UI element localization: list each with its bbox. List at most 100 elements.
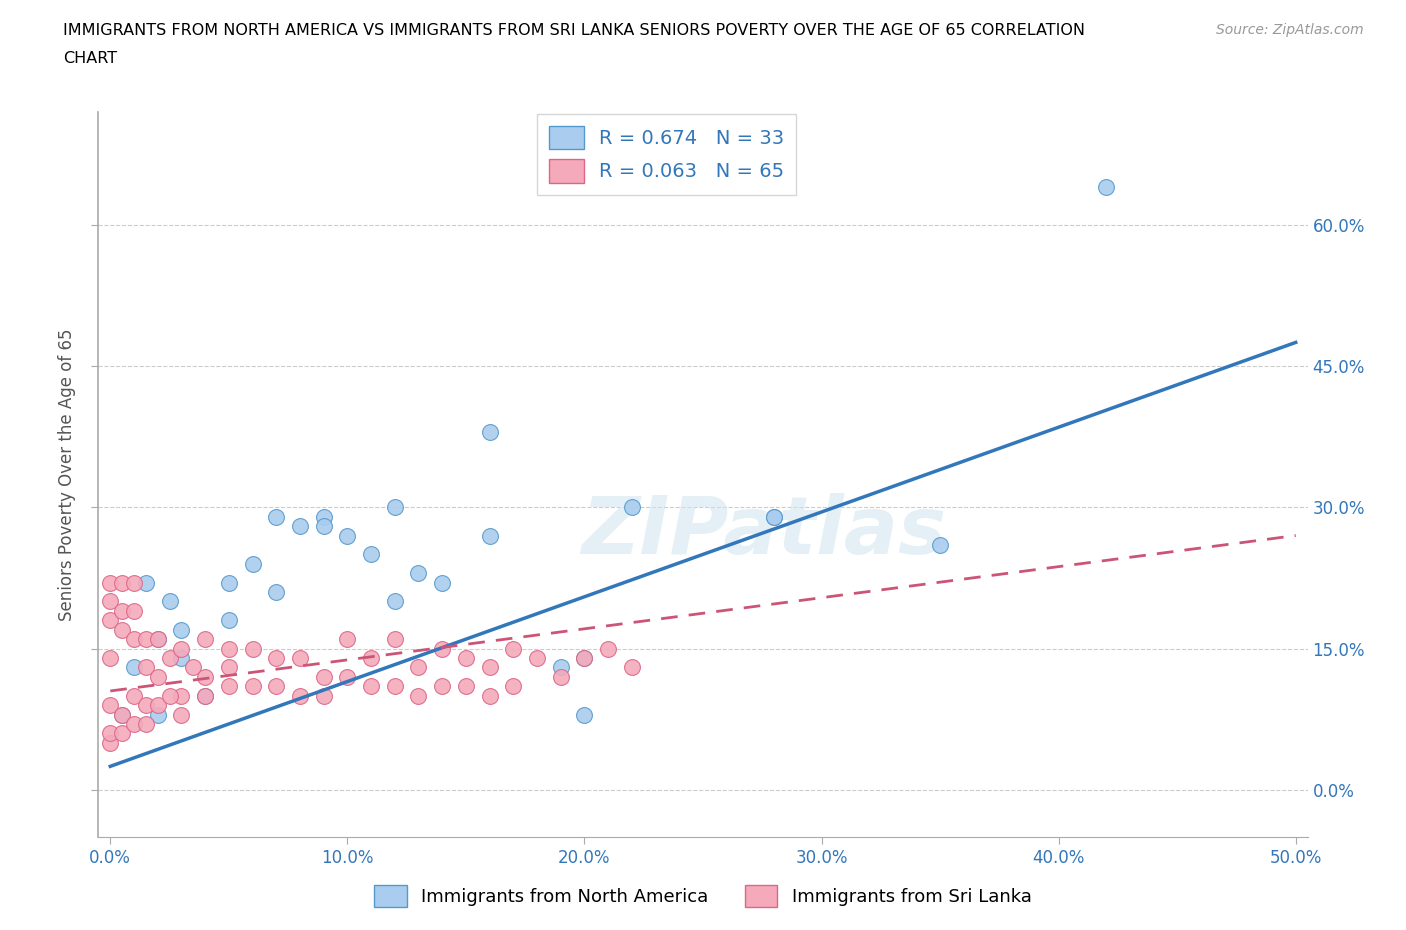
Point bbox=[170, 651, 193, 666]
Point bbox=[929, 538, 952, 552]
Point bbox=[122, 604, 145, 618]
Text: IMMIGRANTS FROM NORTH AMERICA VS IMMIGRANTS FROM SRI LANKA SENIORS POVERTY OVER : IMMIGRANTS FROM NORTH AMERICA VS IMMIGRA… bbox=[63, 23, 1085, 38]
Point bbox=[336, 670, 359, 684]
Point bbox=[478, 688, 501, 703]
Point bbox=[159, 651, 181, 666]
Text: CHART: CHART bbox=[63, 51, 117, 66]
Point bbox=[264, 585, 287, 600]
Point bbox=[194, 688, 217, 703]
Point bbox=[384, 679, 406, 694]
Point bbox=[454, 679, 477, 694]
Point bbox=[360, 651, 382, 666]
Point bbox=[135, 660, 157, 675]
Point bbox=[620, 499, 643, 514]
Point bbox=[526, 651, 548, 666]
Point bbox=[170, 622, 193, 637]
Point bbox=[478, 424, 501, 439]
Legend: R = 0.674   N = 33, R = 0.063   N = 65: R = 0.674 N = 33, R = 0.063 N = 65 bbox=[537, 114, 796, 194]
Point bbox=[146, 670, 169, 684]
Point bbox=[264, 651, 287, 666]
Point bbox=[159, 688, 181, 703]
Point bbox=[218, 613, 240, 628]
Point bbox=[384, 499, 406, 514]
Point bbox=[135, 631, 157, 646]
Point bbox=[574, 651, 596, 666]
Point bbox=[170, 688, 193, 703]
Point bbox=[312, 519, 335, 534]
Point bbox=[98, 736, 121, 751]
Point bbox=[288, 688, 311, 703]
Point bbox=[181, 660, 204, 675]
Point bbox=[1095, 179, 1118, 194]
Point bbox=[242, 556, 264, 571]
Point bbox=[620, 660, 643, 675]
Point bbox=[111, 604, 134, 618]
Point bbox=[763, 510, 786, 525]
Point bbox=[408, 660, 430, 675]
Point bbox=[122, 631, 145, 646]
Point bbox=[502, 679, 524, 694]
Point bbox=[98, 726, 121, 741]
Text: Source: ZipAtlas.com: Source: ZipAtlas.com bbox=[1216, 23, 1364, 37]
Point bbox=[135, 716, 157, 731]
Point bbox=[111, 707, 134, 722]
Point bbox=[264, 679, 287, 694]
Point bbox=[312, 688, 335, 703]
Point bbox=[408, 565, 430, 580]
Point bbox=[574, 651, 596, 666]
Point bbox=[432, 679, 454, 694]
Point bbox=[122, 688, 145, 703]
Point bbox=[122, 716, 145, 731]
Point bbox=[478, 528, 501, 543]
Point bbox=[146, 707, 169, 722]
Point bbox=[135, 575, 157, 590]
Point bbox=[218, 575, 240, 590]
Point bbox=[194, 670, 217, 684]
Point bbox=[550, 670, 572, 684]
Point bbox=[312, 510, 335, 525]
Point bbox=[478, 660, 501, 675]
Point bbox=[194, 631, 217, 646]
Point bbox=[432, 641, 454, 656]
Point bbox=[98, 613, 121, 628]
Point bbox=[242, 679, 264, 694]
Point bbox=[111, 726, 134, 741]
Point bbox=[98, 575, 121, 590]
Point bbox=[432, 575, 454, 590]
Point bbox=[550, 660, 572, 675]
Point bbox=[360, 547, 382, 562]
Point bbox=[454, 651, 477, 666]
Point bbox=[384, 594, 406, 609]
Point bbox=[598, 641, 620, 656]
Point bbox=[288, 519, 311, 534]
Point bbox=[159, 594, 181, 609]
Point bbox=[384, 631, 406, 646]
Point bbox=[122, 660, 145, 675]
Legend: Immigrants from North America, Immigrants from Sri Lanka: Immigrants from North America, Immigrant… bbox=[366, 876, 1040, 916]
Point bbox=[242, 641, 264, 656]
Point bbox=[218, 641, 240, 656]
Point bbox=[146, 631, 169, 646]
Point bbox=[135, 698, 157, 712]
Point bbox=[312, 670, 335, 684]
Point bbox=[360, 679, 382, 694]
Point bbox=[288, 651, 311, 666]
Point bbox=[111, 575, 134, 590]
Point bbox=[98, 594, 121, 609]
Point bbox=[264, 510, 287, 525]
Point bbox=[336, 631, 359, 646]
Point bbox=[194, 688, 217, 703]
Point bbox=[122, 575, 145, 590]
Point bbox=[111, 707, 134, 722]
Point bbox=[111, 622, 134, 637]
Point bbox=[146, 631, 169, 646]
Point bbox=[170, 707, 193, 722]
Point bbox=[98, 651, 121, 666]
Point bbox=[763, 510, 786, 525]
Point bbox=[170, 641, 193, 656]
Point bbox=[146, 698, 169, 712]
Point bbox=[336, 528, 359, 543]
Point bbox=[218, 660, 240, 675]
Y-axis label: Seniors Poverty Over the Age of 65: Seniors Poverty Over the Age of 65 bbox=[58, 328, 76, 620]
Point bbox=[218, 679, 240, 694]
